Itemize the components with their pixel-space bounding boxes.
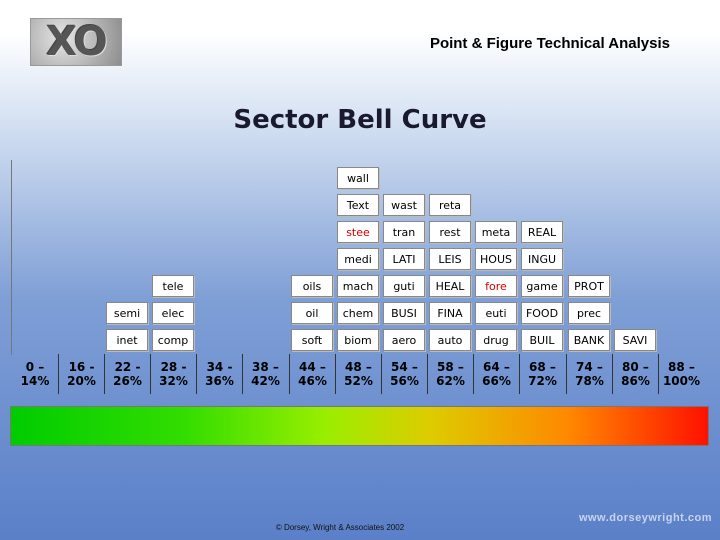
sector-cell-hous: HOUS (475, 248, 517, 270)
sector-cell-oils: oils (291, 275, 333, 297)
sector-cell-buil: BUIL (521, 329, 563, 351)
sector-cell-comp: comp (152, 329, 194, 351)
sector-cell-leis: LEIS (429, 248, 471, 270)
chart-axis-line (11, 160, 12, 355)
range-label: 48 –52% (335, 354, 381, 394)
sector-cell-inet: inet (106, 329, 148, 351)
sector-cell-drug: drug (475, 329, 517, 351)
sector-cell-bank: BANK (568, 329, 610, 351)
sector-cell-wall: wall (337, 167, 379, 189)
sector-cell-ingu: INGU (521, 248, 563, 270)
sector-cell-semi: semi (106, 302, 148, 324)
sector-cell-lati: LATI (383, 248, 425, 270)
sector-cell-reta: reta (429, 194, 471, 216)
header-title: Point & Figure Technical Analysis (429, 35, 670, 52)
range-label: 44 –46% (289, 354, 335, 394)
range-label: 54 –56% (381, 354, 427, 394)
range-label: 0 –14% (20, 360, 50, 388)
sector-cell-fore: fore (475, 275, 517, 297)
range-label: 58 –62% (427, 354, 473, 394)
sector-cell-prot: PROT (568, 275, 610, 297)
sector-cell-game: game (521, 275, 563, 297)
range-label: 74 –78% (566, 354, 612, 394)
sector-cell-busi: BUSI (383, 302, 425, 324)
logo-text: XO (46, 19, 107, 65)
page-title: Sector Bell Curve (233, 105, 487, 135)
sector-cell-real: REAL (521, 221, 563, 243)
range-label: 64 –66% (473, 354, 519, 394)
sector-cell-fina: FINA (429, 302, 471, 324)
sector-cell-auto: auto (429, 329, 471, 351)
sector-cell-euti: euti (475, 302, 517, 324)
xo-logo: XO (30, 18, 122, 66)
range-label: 88 –100% (658, 354, 704, 394)
sector-cell-savi: SAVI (614, 329, 656, 351)
sector-cell-chem: chem (337, 302, 379, 324)
sector-cell-food: FOOD (521, 302, 563, 324)
sector-cell-stee: stee (337, 221, 379, 243)
range-label: 16 -20% (58, 354, 104, 394)
range-label: 68 –72% (519, 354, 565, 394)
range-label: 34 -36% (196, 354, 242, 394)
sector-cell-prec: prec (568, 302, 610, 324)
sector-cell-aero: aero (383, 329, 425, 351)
sector-cell-text: Text (337, 194, 379, 216)
sector-cell-wast: wast (383, 194, 425, 216)
sector-cell-tran: tran (383, 221, 425, 243)
sector-cell-rest: rest (429, 221, 471, 243)
range-label: 22 -26% (104, 354, 150, 394)
sector-cell-heal: HEAL (429, 275, 471, 297)
sector-cell-oil: oil (291, 302, 333, 324)
range-label: 38 –42% (242, 354, 288, 394)
sector-cell-guti: guti (383, 275, 425, 297)
gradient-bar (10, 406, 709, 446)
sector-cell-soft: soft (291, 329, 333, 351)
sector-cell-medi: medi (337, 248, 379, 270)
sector-cell-elec: elec (152, 302, 194, 324)
range-label: 80 –86% (612, 354, 658, 394)
sector-cell-meta: meta (475, 221, 517, 243)
copyright-text: © Dorsey, Wright & Associates 2002 (275, 523, 405, 532)
sector-cell-biom: biom (337, 329, 379, 351)
website-link[interactable]: www.dorseywright.com (578, 512, 712, 524)
sector-cell-tele: tele (152, 275, 194, 297)
sector-cell-mach: mach (337, 275, 379, 297)
range-label: 28 -32% (150, 354, 196, 394)
